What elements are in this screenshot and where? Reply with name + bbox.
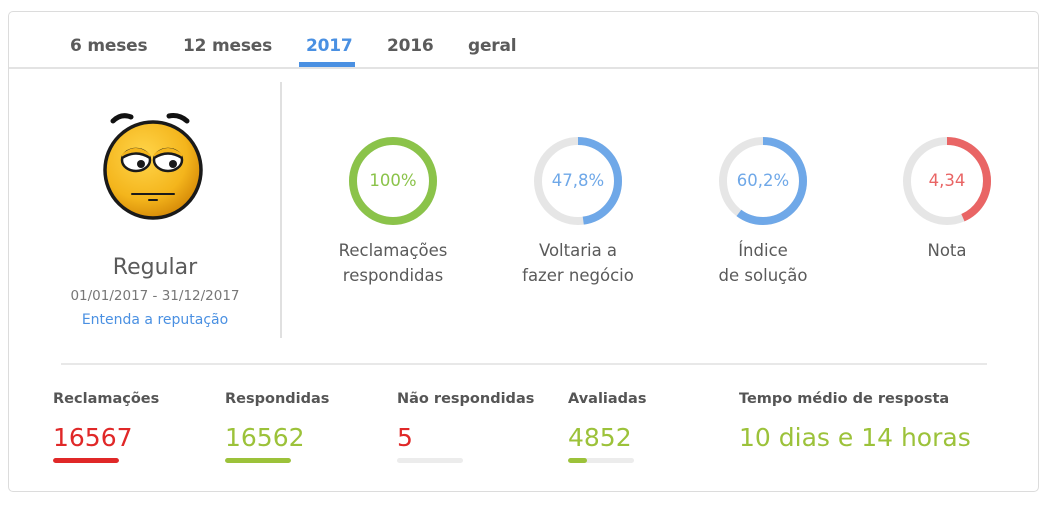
- progress-ring: 60,2%: [718, 136, 808, 226]
- progress-ring: 100%: [348, 136, 438, 226]
- metric-would-return: 47,8% Voltaria a fazer negócio: [488, 136, 668, 288]
- stat-value: 5: [397, 423, 413, 452]
- progress-ring: 47,8%: [533, 136, 623, 226]
- period-tabs: 6 meses 12 meses 2017 2016 geral: [9, 12, 1038, 69]
- stat-evaluated: Avaliadas 4852: [568, 391, 646, 463]
- metric-label: Reclamações respondidas: [303, 238, 483, 288]
- tab-2017[interactable]: 2017: [306, 36, 353, 56]
- section-divider: [61, 363, 987, 365]
- metric-value: 60,2%: [736, 171, 790, 190]
- stat-title: Não respondidas: [397, 391, 535, 407]
- stat-avg-response-time: Tempo médio de resposta 10 dias e 14 hor…: [739, 391, 971, 453]
- reputation-panel: Regular 01/01/2017 - 31/12/2017 Entenda …: [9, 82, 281, 342]
- progress-ring: 4,34: [902, 136, 992, 226]
- stat-complaints: Reclamações 16567: [53, 391, 159, 463]
- metric-label-line2: fazer negócio: [522, 266, 634, 285]
- tab-geral[interactable]: geral: [468, 36, 517, 56]
- tab-6-meses[interactable]: 6 meses: [70, 36, 148, 56]
- metric-solution-index: 60,2% Índice de solução: [673, 136, 853, 288]
- vertical-divider: [280, 82, 282, 338]
- metric-label: Índice de solução: [673, 238, 853, 288]
- stat-bar: [53, 458, 119, 463]
- reputation-status: Regular: [112, 255, 198, 280]
- stat-value: 16562: [225, 423, 305, 452]
- metric-label: Voltaria a fazer negócio: [488, 238, 668, 288]
- stat-not-responded: Não respondidas 5: [397, 391, 534, 463]
- tab-12-meses[interactable]: 12 meses: [183, 36, 272, 56]
- metric-value: 100%: [369, 171, 417, 190]
- metric-label: Nota: [857, 238, 1037, 263]
- metric-label-line2: de solução: [718, 266, 808, 285]
- stat-title: Respondidas: [225, 391, 330, 407]
- stat-title: Reclamações: [53, 391, 160, 407]
- metric-label-line1: Reclamações: [338, 241, 448, 260]
- neutral-face-icon: [103, 113, 203, 220]
- stat-bar: [568, 458, 634, 463]
- metric-value: 4,34: [928, 171, 966, 190]
- stat-title: Tempo médio de resposta: [739, 391, 950, 407]
- stat-value: 16567: [53, 423, 133, 452]
- stat-title: Avaliadas: [568, 391, 647, 407]
- stat-value: 4852: [568, 423, 632, 452]
- understand-reputation-link[interactable]: Entenda a reputação: [81, 312, 229, 328]
- active-tab-indicator: [299, 62, 355, 67]
- metric-label-line1: Voltaria a: [538, 241, 618, 260]
- stat-responded: Respondidas 16562: [225, 391, 329, 463]
- stat-bar: [397, 458, 463, 463]
- reputation-card: 6 meses 12 meses 2017 2016 geral: [8, 11, 1039, 492]
- tab-2016[interactable]: 2016: [387, 36, 434, 56]
- reputation-period: 01/01/2017 - 31/12/2017: [70, 288, 240, 304]
- metric-label-line1: Nota: [927, 241, 967, 260]
- metric-value: 47,8%: [551, 171, 605, 190]
- metric-score: 4,34 Nota: [857, 136, 1037, 263]
- metric-label-line2: respondidas: [342, 266, 444, 285]
- metric-responded: 100% Reclamações respondidas: [303, 136, 483, 288]
- stat-value: 10 dias e 14 horas: [739, 423, 971, 452]
- metric-label-line1: Índice: [738, 241, 788, 260]
- stat-bar: [225, 458, 291, 463]
